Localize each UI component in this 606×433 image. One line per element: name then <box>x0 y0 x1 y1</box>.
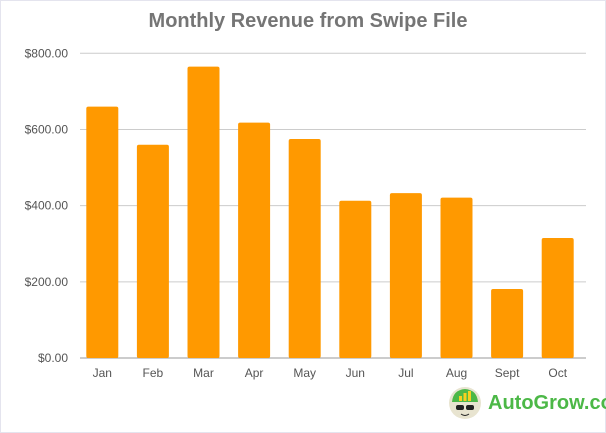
y-tick-label: $600.00 <box>25 122 69 136</box>
bar-jun <box>339 200 372 358</box>
y-tick-label: $800.00 <box>25 46 69 60</box>
bar-aug <box>440 197 473 358</box>
bar-may <box>288 138 321 358</box>
y-tick-label: $400.00 <box>25 199 69 213</box>
logo-text: AutoGrow.co <box>488 391 606 414</box>
mascot-icon <box>449 387 481 419</box>
bar-oct <box>541 238 574 358</box>
bar-sept <box>491 289 524 358</box>
bar-mar <box>187 66 220 359</box>
autogrow-logo: AutoGrow.co <box>448 386 606 420</box>
bar-feb <box>136 144 169 358</box>
x-tick-label: Jan <box>93 366 112 380</box>
chart-title: Monthly Revenue from Swipe File <box>149 10 468 32</box>
bar-jul <box>389 193 422 358</box>
x-tick-label: Aug <box>446 366 467 380</box>
y-tick-label: $200.00 <box>25 275 69 289</box>
x-tick-label: May <box>293 366 316 380</box>
bar-jan <box>86 106 119 358</box>
x-tick-label: Jun <box>346 366 365 380</box>
x-tick-label: Sept <box>495 366 520 380</box>
y-tick-label: $0.00 <box>38 351 68 365</box>
x-tick-label: Jul <box>398 366 413 380</box>
x-tick-label: Oct <box>548 366 567 380</box>
x-tick-label: Apr <box>245 366 264 380</box>
x-tick-label: Mar <box>193 366 214 380</box>
x-tick-label: Feb <box>143 366 164 380</box>
bar-apr <box>238 122 271 358</box>
